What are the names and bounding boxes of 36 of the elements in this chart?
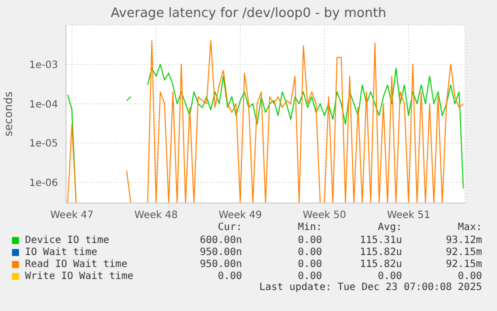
legend-label: Read IO Wait time bbox=[25, 258, 128, 270]
legend-label: Write IO Wait time bbox=[25, 270, 134, 282]
legend-label: IO Wait time bbox=[25, 246, 98, 258]
text: 115.31u bbox=[358, 234, 402, 246]
x-tick-label: Week 49 bbox=[218, 210, 262, 222]
text: Min: bbox=[296, 222, 322, 234]
text: 0.00 bbox=[376, 270, 402, 282]
text: Cur: bbox=[216, 222, 242, 234]
text: 92.15m bbox=[444, 258, 482, 270]
text: 115.82u bbox=[358, 258, 402, 270]
x-tick-label: Week 50 bbox=[302, 210, 346, 222]
y-tick-label: 1e-04 bbox=[29, 99, 58, 110]
text: 93.12m bbox=[444, 234, 482, 246]
text: 0.00 bbox=[296, 234, 322, 246]
text: 115.82u bbox=[358, 246, 402, 258]
text: Max: bbox=[456, 222, 482, 234]
y-axis-title: seconds bbox=[2, 91, 15, 136]
text: 950.00n bbox=[198, 246, 242, 258]
text: 0.00 bbox=[296, 258, 322, 270]
legend-label: Device IO time bbox=[25, 234, 110, 246]
text: 0.00 bbox=[216, 270, 242, 282]
chart-title: Average latency for /dev/loop0 - by month bbox=[110, 6, 388, 21]
y-tick-label: 1e-05 bbox=[29, 138, 58, 150]
text: 0.00 bbox=[296, 270, 322, 282]
text: 0.00 bbox=[456, 270, 482, 282]
y-tick-label: 1e-03 bbox=[29, 60, 58, 71]
x-tick-label: Week 47 bbox=[50, 210, 94, 222]
text: 0.00 bbox=[296, 246, 322, 258]
text: 600.00n bbox=[198, 234, 242, 246]
x-tick-label: Week 48 bbox=[134, 210, 178, 222]
text: 950.00n bbox=[198, 258, 242, 270]
text: 92.15m bbox=[444, 246, 482, 258]
text: Last update: Tue Dec 23 07:00:08 2025 bbox=[258, 282, 482, 294]
x-tick-label: Week 51 bbox=[386, 210, 430, 222]
y-tick-label: 1e-06 bbox=[29, 178, 58, 189]
text: Avg: bbox=[376, 222, 402, 234]
